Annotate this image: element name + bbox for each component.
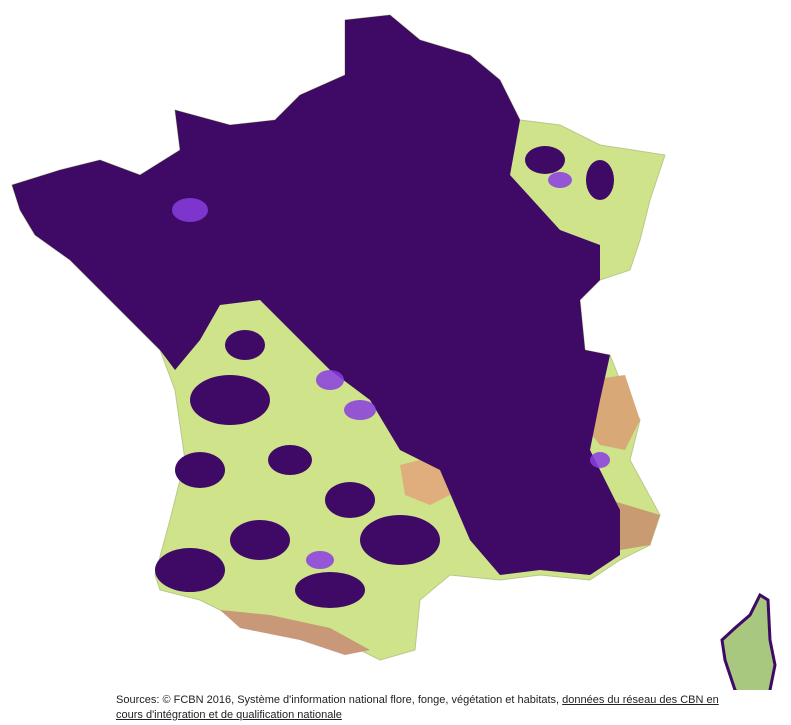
patch [325,482,375,518]
patch [225,330,265,360]
patch [268,445,312,475]
corsica [720,592,777,690]
relief-pyrenees [220,610,370,655]
patch [230,520,290,560]
patch [175,452,225,488]
patch [316,370,344,390]
patch [190,375,270,425]
patch [590,452,610,468]
observed-north [12,15,620,575]
patch [548,172,572,188]
patch [306,551,334,569]
observation-light [172,172,610,569]
sources-text: Sources: © FCBN 2016, Système d'informat… [116,694,563,706]
observation-patches [155,146,614,608]
sources-link[interactable]: données du réseau des CBN en cours d'int… [116,694,719,721]
sources: Sources: © FCBN 2016, Système d'informat… [116,693,736,723]
patch [295,572,365,608]
patch [525,146,565,174]
patch [360,515,440,565]
relief-south-alps [610,500,660,550]
patch [344,400,376,420]
map [11,14,777,690]
patch [172,198,208,222]
patch [586,160,614,200]
patch [155,548,225,592]
